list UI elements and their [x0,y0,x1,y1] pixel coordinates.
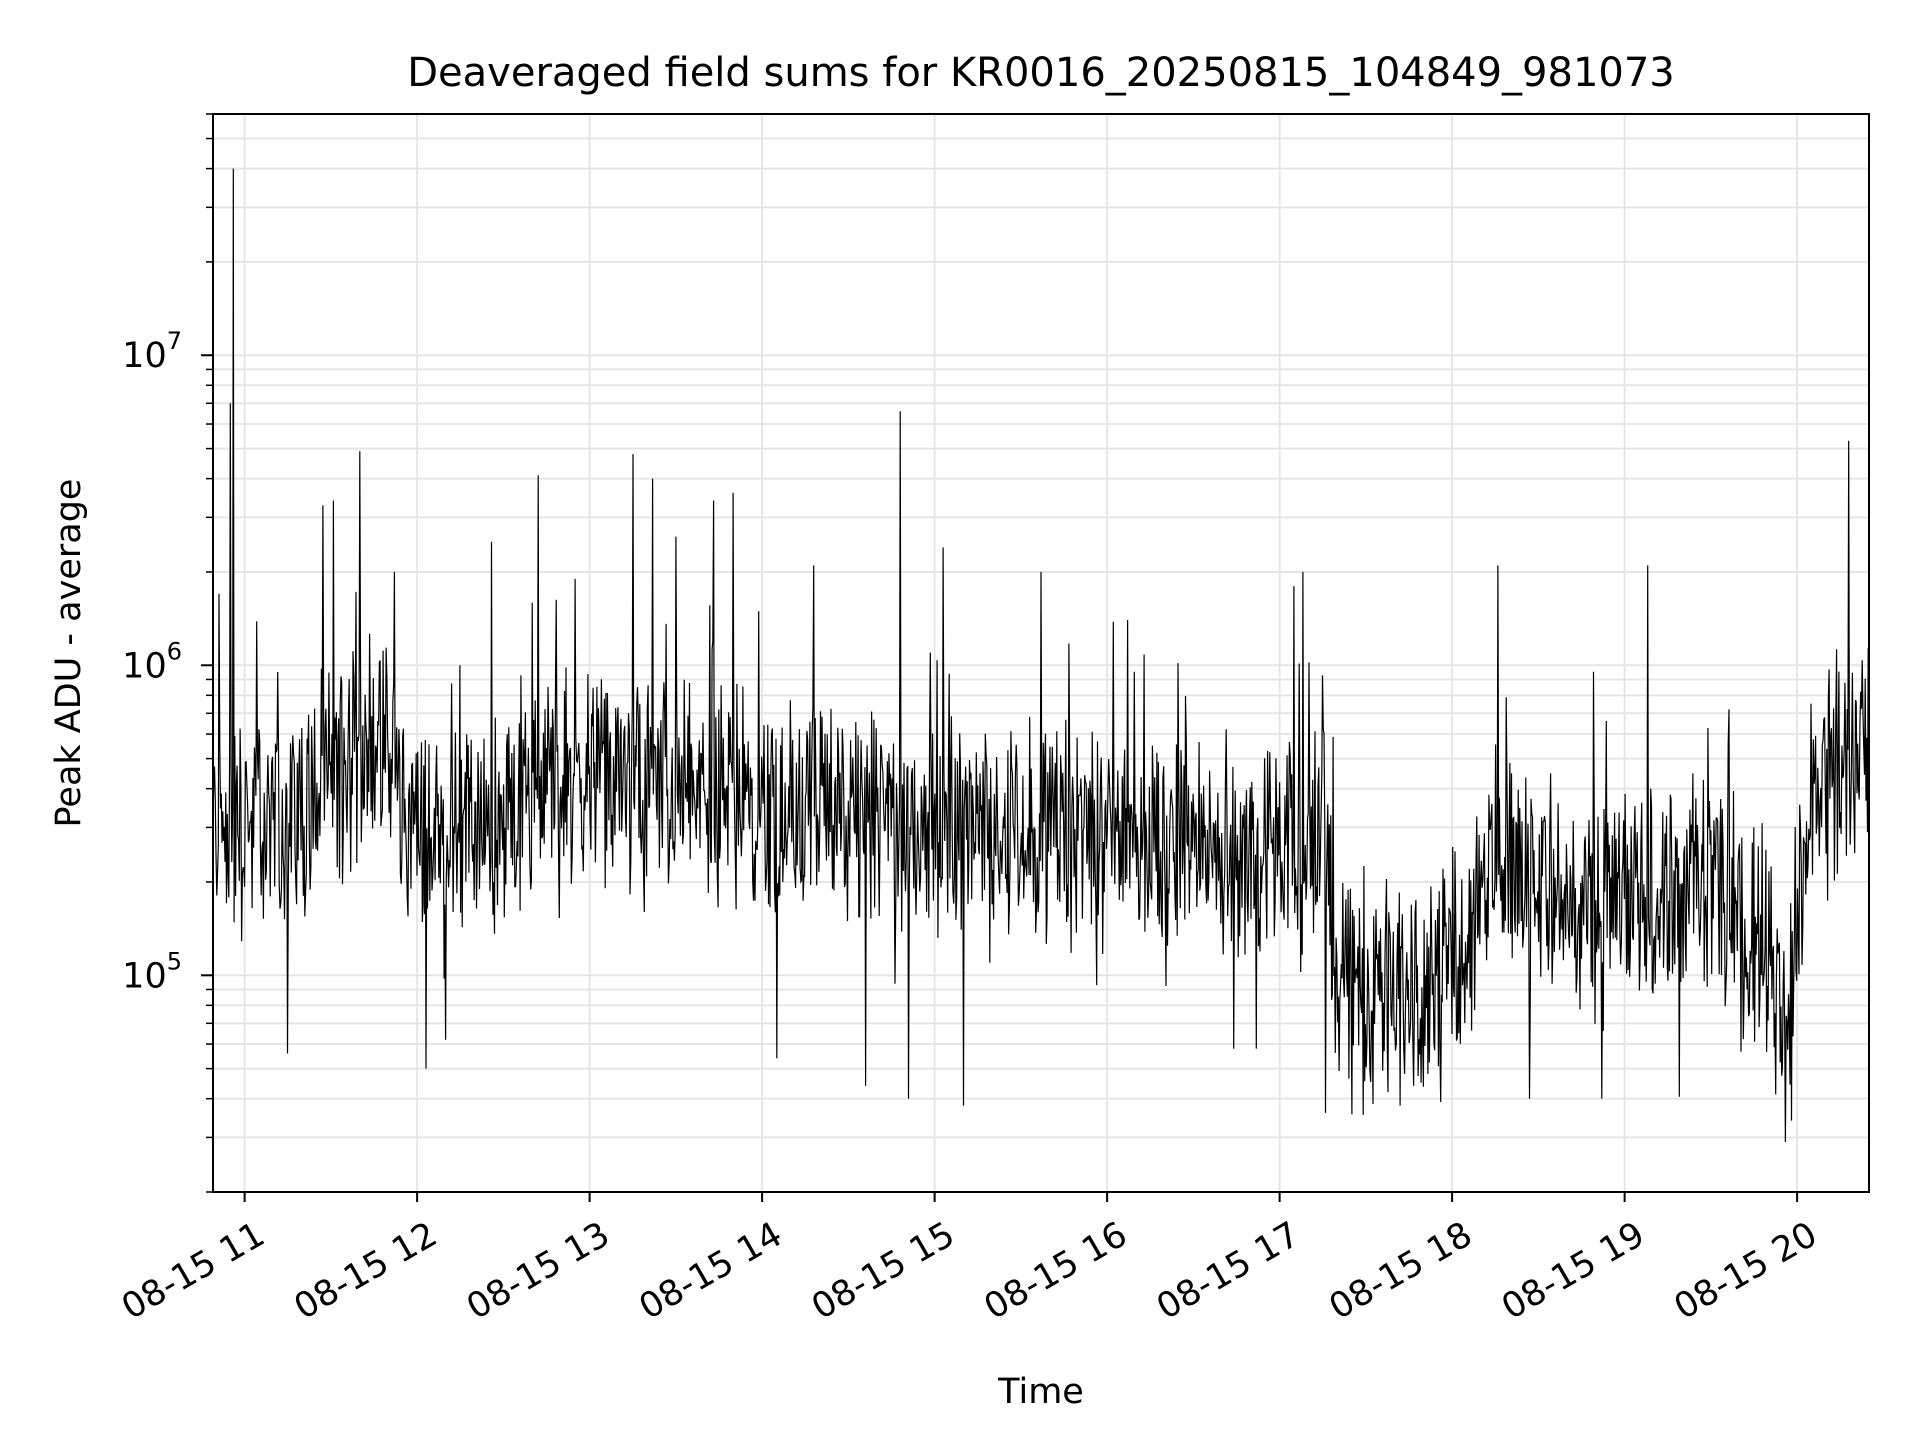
y-tick-label: 106 [122,637,182,686]
y-axis-ticks: 105 106 107 [122,113,213,1193]
x-tick-label: 08-15 12 [288,1215,444,1328]
series-line [212,168,1870,1143]
y-axis-label: Peak ADU - average [49,479,89,828]
x-tick-label: 08-15 20 [1668,1215,1824,1328]
series-layer [212,168,1870,1143]
x-axis-label: Time [997,1372,1084,1412]
plot-frame [212,113,1870,1193]
x-tick-label: 08-15 17 [1150,1215,1306,1328]
x-tick-label: 08-15 19 [1495,1215,1651,1328]
x-tick-label: 08-15 18 [1323,1215,1479,1328]
x-tick-label: 08-15 15 [805,1215,961,1328]
y-tick-label: 105 [122,947,182,996]
x-tick-label: 08-15 14 [633,1215,789,1328]
x-tick-label: 08-15 11 [115,1215,271,1328]
y-tick-label: 107 [122,327,182,376]
x-tick-label: 08-15 13 [460,1215,616,1328]
x-tick-label: 08-15 16 [978,1215,1134,1328]
chart-title: Deaveraged field sums for KR0016_2025081… [407,50,1675,96]
x-axis-ticks: 08-15 11 08-15 12 08-15 13 08-15 14 08-15 15… [115,1192,1824,1328]
